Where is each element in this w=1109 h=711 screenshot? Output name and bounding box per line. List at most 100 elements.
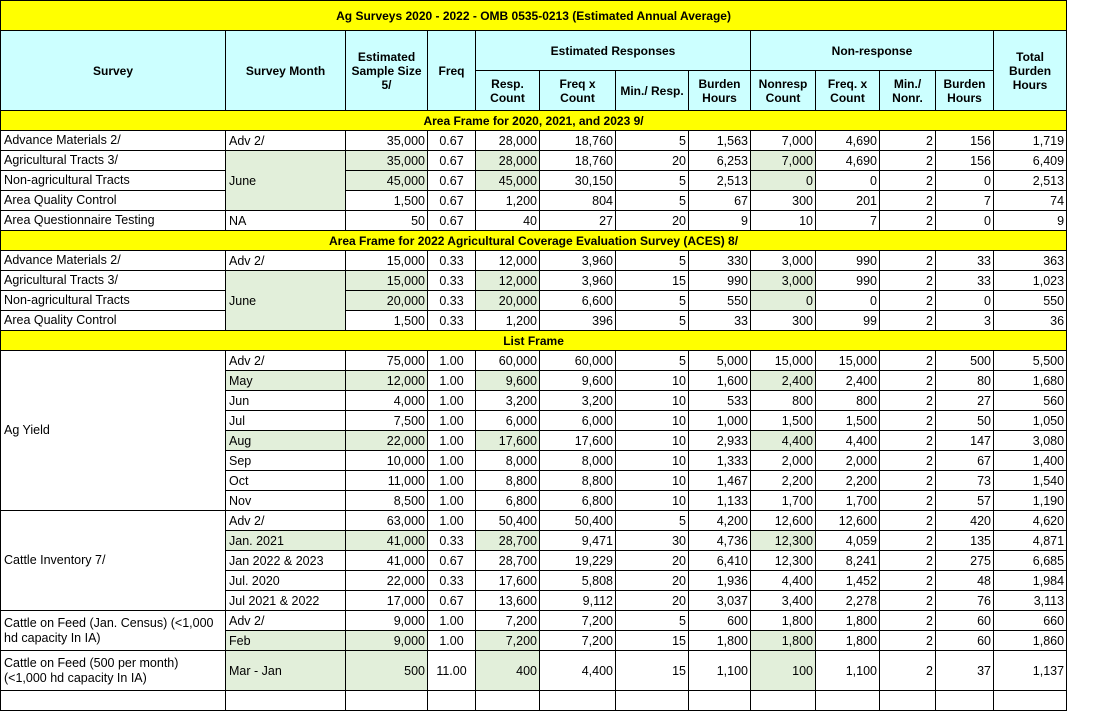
nonresp-burden-hours: 275 [935,550,994,571]
nonresp-freq-x-count: 1,100 [815,650,880,691]
min-resp: 20 [615,590,689,611]
sample-size: 7,500 [345,410,428,431]
burden-hours: 1,000 [688,410,751,431]
survey-month: Feb [225,630,346,651]
burden-hours: 3,037 [688,590,751,611]
freq: 0.33 [427,290,476,311]
survey-name: Cattle on Feed (Jan. Census) (<1,000 hd … [0,610,226,651]
burden-hours: 2,513 [688,170,751,191]
burden-hours: 990 [688,270,751,291]
nonresp-freq-x-count: 2,000 [815,450,880,471]
sample-size: 50 [345,210,428,231]
burden-hours: 1,563 [688,130,751,151]
burden-table: Ag Surveys 2020 - 2022 - OMB 0535-0213 (… [0,0,1068,711]
survey-name: Cattle on Feed (500 per month) (<1,000 h… [0,650,226,691]
total-burden-hours: 1,540 [992,470,1068,491]
freq: 0.33 [427,530,476,551]
resp-count: 3,200 [475,390,540,411]
min-nonr: 2 [879,130,936,151]
freq-x-count: 50,400 [539,510,616,531]
burden-hours: 1,936 [688,570,751,591]
sample-size: 15,000 [345,250,428,271]
nonresp-freq-x-count: 2,400 [815,370,880,391]
resp-count: 40 [475,210,540,231]
freq: 11.00 [427,650,476,691]
burden-hours: 600 [688,610,751,631]
burden-hours: 1,133 [688,490,751,511]
freq-x-count: 19,229 [539,550,616,571]
table-row: Cattle on Feed (500 per month) (<1,000 h… [0,650,1068,691]
nonresp-freq-x-count: 1,452 [815,570,880,591]
total-burden-hours: 1,400 [992,450,1068,471]
resp-count: 6,000 [475,410,540,431]
min-nonr: 2 [879,350,936,371]
section-title: Area Frame for 2022 Agricultural Coverag… [0,230,1068,251]
freq-x-count: 9,471 [539,530,616,551]
section-header: Area Frame for 2022 Agricultural Coverag… [0,230,1068,251]
nonresp-burden-hours: 67 [935,450,994,471]
survey-name: Agricultural Tracts 3/ [0,150,226,171]
total-burden-hours: 74 [992,190,1068,211]
nonresp-count: 4,400 [750,430,816,451]
sample-size [345,690,428,711]
section-title: Area Frame for 2020, 2021, and 2023 9/ [0,110,1068,131]
resp-count: 28,700 [475,550,540,571]
nonresp-burden-hours: 420 [935,510,994,531]
total-burden-hours: 5,500 [992,350,1068,371]
nonresp-count: 7,000 [750,130,816,151]
survey-month: Jul [225,410,346,431]
section-header: List Frame [0,330,1068,351]
nonresp-count: 7,000 [750,150,816,171]
total-burden-hours: 1,190 [992,490,1068,511]
freq-x-count: 8,000 [539,450,616,471]
nonresp-burden-hours: 0 [935,170,994,191]
section-title: List Frame [0,330,1068,351]
burden-hours [688,690,751,711]
nonresp-count: 800 [750,390,816,411]
table-row: Advance Materials 2/Adv 2/15,000 0.33 12,0… [0,250,1068,271]
sample-size: 75,000 [345,350,428,371]
sample-size: 35,000 [345,130,428,151]
min-resp [615,690,689,711]
min-resp: 20 [615,550,689,571]
total-burden-hours: 36 [992,310,1068,331]
nonresp-burden-hours: 33 [935,250,994,271]
nonresp-count [750,690,816,711]
nonresp-freq-x-count: 0 [815,290,880,311]
min-nonr: 2 [879,550,936,571]
nonresp-count: 12,600 [750,510,816,531]
table-row: Aug 22,000 1.00 17,600 17,600 10 2,933 4,400 4,4… [1,430,1068,451]
burden-hours: 1,467 [688,470,751,491]
min-resp: 5 [615,610,689,631]
freq: 0.67 [427,170,476,191]
resp-count: 9,600 [475,370,540,391]
nonresp-burden-hours: 7 [935,190,994,211]
total-burden-hours: 6,685 [992,550,1068,571]
resp-count: 12,000 [475,250,540,271]
min-resp: 5 [615,310,689,331]
freq-x-count: 18,760 [539,130,616,151]
min-resp: 15 [615,650,689,691]
nonresp-count: 3,000 [750,270,816,291]
nonresp-count: 12,300 [750,550,816,571]
nonresp-burden-hours: 57 [935,490,994,511]
survey-month: Nov [225,490,346,511]
min-resp: 10 [615,470,689,491]
freq-x-count: 3,960 [539,250,616,271]
nonresp-burden-hours: 73 [935,470,994,491]
survey-month: Jan. 2021 [225,530,346,551]
min-resp: 10 [615,390,689,411]
min-resp: 10 [615,370,689,391]
freq: 0.67 [427,150,476,171]
nonresp-freq-x-count: 15,000 [815,350,880,371]
total-burden-hours: 560 [992,390,1068,411]
nonresp-burden-hours: 48 [935,570,994,591]
sample-size: 1,500 [345,310,428,331]
burden-hours: 9 [688,210,751,231]
total-burden-hours: 363 [992,250,1068,271]
table-body: Area Frame for 2020, 2021, and 2023 9/Ad… [0,110,1068,711]
nonresp-burden-hours: 27 [935,390,994,411]
nonresp-freq-x-count: 99 [815,310,880,331]
min-resp: 10 [615,490,689,511]
min-resp: 10 [615,410,689,431]
